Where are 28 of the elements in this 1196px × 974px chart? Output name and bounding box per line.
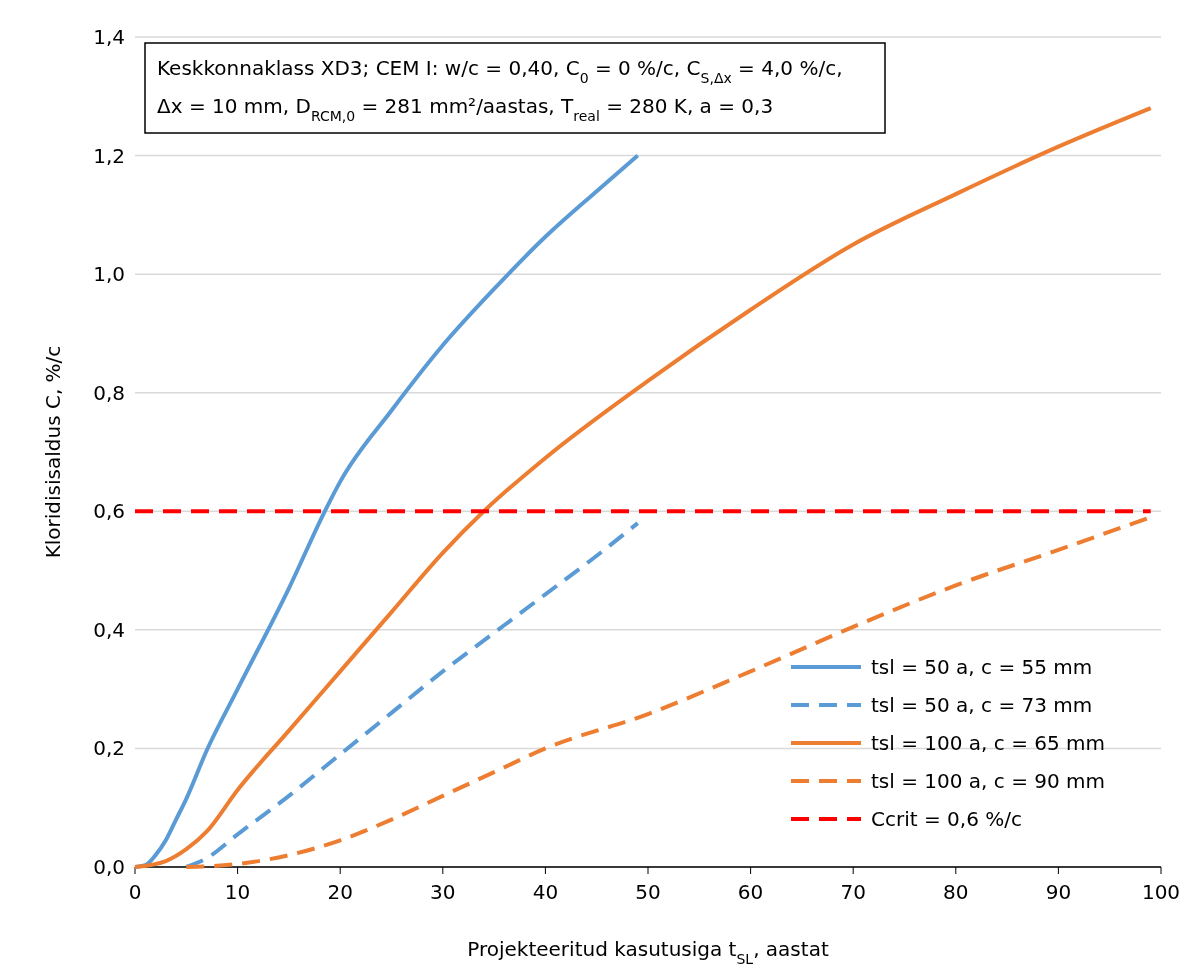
x-tick-label: 60 [737, 880, 764, 904]
legend-label: tsl = 50 a, c = 73 mm [871, 693, 1093, 717]
legend-label: tsl = 100 a, c = 90 mm [871, 769, 1106, 793]
x-tick-label: 50 [635, 880, 661, 904]
y-tick-label: 1,4 [93, 25, 125, 49]
x-tick-label: 40 [532, 880, 559, 904]
y-tick-label: 0,2 [93, 736, 125, 761]
legend-label: tsl = 100 a, c = 65 mm [871, 731, 1106, 755]
y-tick-label: 1,0 [93, 262, 125, 287]
x-tick-label: 20 [327, 880, 353, 904]
x-tick-label: 10 [224, 880, 251, 904]
x-axis-title: Projekteeritud kasutusiga t$_{SL}$, aastat [467, 937, 829, 967]
y-tick-label: 0,0 [93, 855, 125, 879]
y-tick-label: 0,8 [93, 380, 125, 405]
x-tick-label: 80 [943, 880, 969, 904]
x-tick-label: 70 [840, 880, 866, 904]
x-tick-label: 100 [1141, 880, 1181, 904]
y-tick-label: 0,6 [93, 499, 125, 524]
legend-label: tsl = 50 a, c = 55 mm [871, 655, 1093, 679]
y-axis-title: Kloridisisaldus C, %/c [41, 345, 65, 559]
y-tick-label: 0,4 [93, 617, 125, 642]
legend-label: Ccrit = 0,6 %/c [871, 807, 1022, 831]
x-tick-label: 0 [128, 880, 142, 904]
annotation: Keskkonnaklass XD3; CEM I: w/c = 0,40, C$_{0}$ = 0 %/c, C$_{S,Δx}$ = 4,0 %/c, [157, 56, 843, 86]
y-tick-label: 1,2 [93, 143, 125, 168]
x-tick-label: 90 [1045, 880, 1072, 904]
x-tick-label: 30 [430, 880, 456, 904]
annotation: Δx = 10 mm, D$_{RCM,0}$ = 281 mm²/aastas, T$_{real}$ = 280 K, a = 0,3 [157, 94, 774, 124]
